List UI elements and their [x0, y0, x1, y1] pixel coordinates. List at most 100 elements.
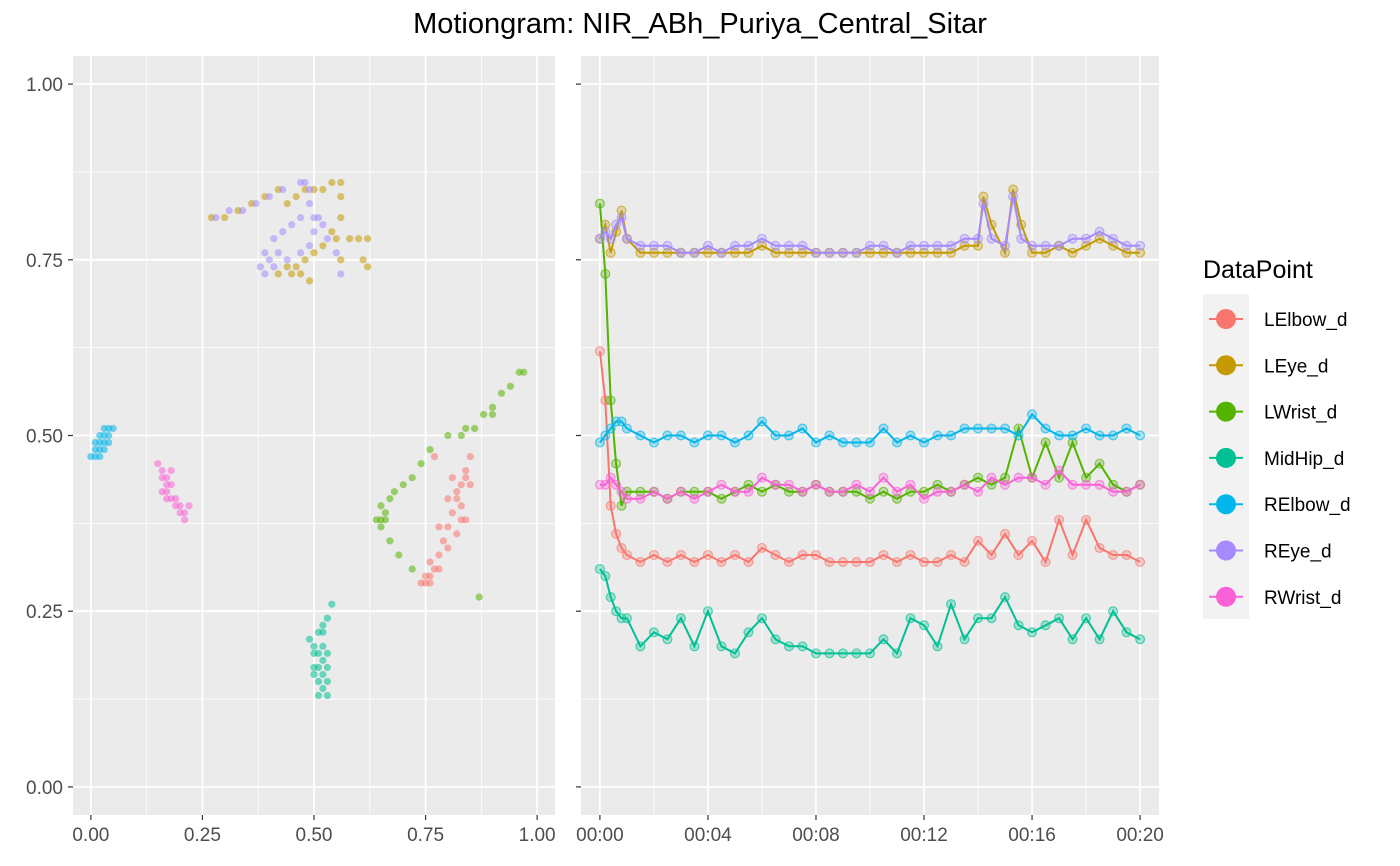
- legend-item-LEye_d: LEye_d: [1209, 355, 1328, 377]
- scatter-point: [323, 663, 331, 672]
- legend-label: RWrist_d: [1264, 588, 1341, 609]
- x-tick-label: 00:20: [1116, 825, 1164, 846]
- series-point: [743, 556, 754, 567]
- series-point: [783, 247, 794, 258]
- x-tick-label: 00:12: [900, 825, 948, 846]
- legend-key-point: [1216, 309, 1236, 329]
- series-point: [756, 416, 767, 427]
- scatter-point: [163, 474, 171, 482]
- series-point: [1013, 549, 1024, 560]
- scatter-point: [426, 445, 434, 454]
- series-point: [1000, 592, 1011, 603]
- scatter-point: [100, 445, 108, 454]
- scatter-point: [328, 178, 336, 187]
- y-tick-label: 0.50: [26, 427, 63, 448]
- series-point: [600, 430, 611, 441]
- series-point: [621, 613, 632, 624]
- series-point: [1094, 479, 1105, 490]
- series-line: [599, 568, 1141, 656]
- series-point: [716, 430, 727, 441]
- series-point: [702, 430, 713, 441]
- legend-label: MidHip_d: [1264, 449, 1344, 470]
- series-point: [892, 437, 903, 448]
- series-point: [662, 247, 673, 258]
- series-point: [1081, 613, 1092, 624]
- series-point: [1000, 423, 1011, 434]
- scatter-point: [314, 214, 323, 222]
- series-point: [770, 430, 781, 441]
- series-point: [743, 240, 754, 251]
- scatter-point: [305, 277, 314, 285]
- series-point: [1054, 472, 1065, 483]
- series-point: [959, 423, 970, 434]
- series-point: [1040, 247, 1051, 258]
- x-tick-label: 0.00: [72, 825, 109, 846]
- series-point: [1121, 247, 1132, 258]
- series-point: [1135, 430, 1146, 441]
- series-point: [978, 191, 989, 202]
- legend-key-point: [1216, 494, 1236, 515]
- series-point: [973, 423, 984, 434]
- series-point: [675, 247, 686, 258]
- series-point: [864, 247, 875, 258]
- scatter-point: [488, 403, 497, 411]
- scatter-point: [457, 481, 465, 489]
- series-point: [946, 240, 957, 251]
- series-point: [1054, 240, 1065, 251]
- series-point: [675, 430, 686, 441]
- series-point: [1008, 184, 1019, 195]
- series-point: [702, 486, 713, 497]
- series-point: [716, 247, 727, 258]
- legend-key-point: [1216, 540, 1236, 561]
- series-point: [648, 627, 659, 638]
- series-point: [662, 240, 673, 251]
- series-point: [1000, 479, 1011, 490]
- series-point: [689, 493, 700, 504]
- series-point: [864, 240, 875, 251]
- series-point: [1067, 233, 1078, 244]
- series-point: [1054, 613, 1065, 624]
- series-point: [864, 486, 875, 497]
- series-point: [959, 240, 970, 251]
- scatter-point: [305, 199, 314, 208]
- scatter-point: [158, 467, 166, 475]
- series-point: [729, 437, 740, 448]
- series-point: [756, 486, 767, 497]
- series-point: [675, 613, 686, 624]
- series-point: [919, 486, 930, 497]
- scatter-point: [225, 207, 233, 215]
- legend-label: LEye_d: [1264, 356, 1328, 377]
- scatter-point: [310, 228, 318, 236]
- scatter-point: [274, 270, 282, 278]
- scatter-point: [435, 551, 443, 559]
- scatter-point: [158, 488, 166, 496]
- legend-key-point: [1216, 401, 1236, 422]
- legend-item-MidHip_d: MidHip_d: [1209, 447, 1344, 470]
- series-point: [1054, 465, 1065, 476]
- series-point: [810, 437, 821, 448]
- series-point: [986, 233, 997, 244]
- scatter-point: [238, 207, 247, 215]
- series-point: [662, 634, 673, 645]
- series-point: [986, 549, 997, 560]
- line-series-LElbow_d: [594, 346, 1146, 567]
- series-point: [783, 556, 794, 567]
- series-point: [648, 486, 659, 497]
- scatter-point: [462, 424, 470, 433]
- series-point: [878, 240, 889, 251]
- series-point: [797, 247, 808, 258]
- scatter-point: [288, 221, 296, 229]
- series-point: [878, 423, 889, 434]
- scatter-point: [319, 621, 327, 629]
- series-point: [611, 458, 622, 469]
- series-point: [621, 233, 632, 244]
- series-point: [905, 479, 916, 490]
- scatter-point: [221, 214, 229, 222]
- scatter-point: [448, 474, 456, 482]
- scatter-point: [270, 263, 278, 271]
- scatter-point: [261, 249, 269, 257]
- x-tick-label: 0.50: [296, 825, 333, 846]
- legend-title: DataPoint: [1203, 256, 1313, 284]
- series-point: [605, 592, 616, 603]
